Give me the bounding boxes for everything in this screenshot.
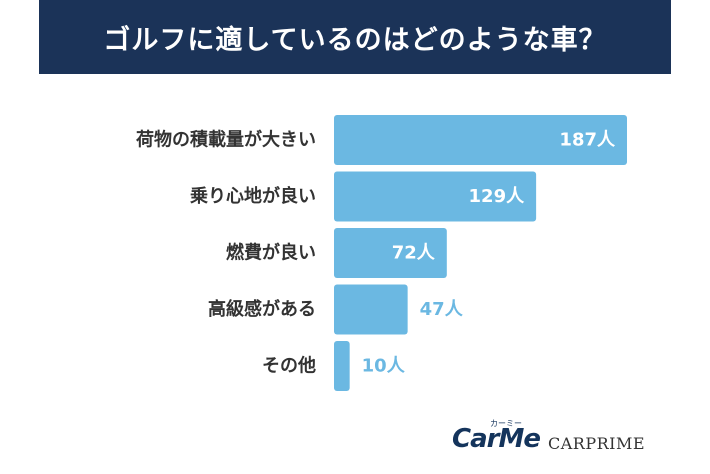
- bar: [334, 171, 537, 222]
- category-label: 乗り心地が良い: [190, 185, 316, 207]
- bar: [334, 284, 408, 335]
- bar: [334, 228, 447, 278]
- category-label: 荷物の積載量が大きい: [136, 129, 316, 151]
- carprime-logo: CARPRIME: [548, 434, 646, 453]
- category-label: 燃費が良い: [226, 242, 316, 264]
- value-label: 47人: [420, 299, 464, 320]
- category-label: 高級感がある: [208, 298, 316, 320]
- title-banner: ゴルフに適しているのはどのような車？: [39, 0, 671, 74]
- value-label: 72人: [392, 243, 436, 264]
- bar: [334, 115, 627, 165]
- category-label: その他: [262, 355, 316, 377]
- logo-area: カーミー CarMe CARPRIME: [0, 418, 710, 468]
- value-label: 129人: [469, 186, 526, 207]
- value-label: 187人: [559, 130, 616, 151]
- chart-title: ゴルフに適しているのはどのような車？: [103, 24, 607, 56]
- carme-logo-kana: カーミー: [490, 419, 522, 428]
- carme-logo: CarMe: [452, 424, 541, 454]
- bar: [334, 341, 350, 391]
- value-label: 10人: [362, 356, 406, 377]
